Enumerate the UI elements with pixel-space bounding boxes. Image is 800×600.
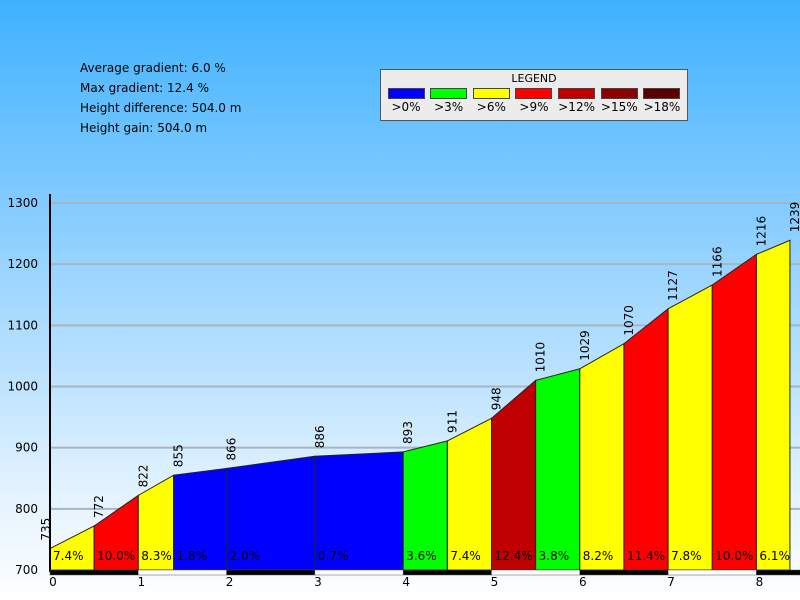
max-gradient: Max gradient: 12.4 % bbox=[80, 81, 209, 95]
elevation-label: 1010 bbox=[534, 342, 548, 373]
gradient-segment bbox=[711, 253, 757, 571]
gradient-segment bbox=[49, 525, 95, 571]
legend-swatch bbox=[558, 88, 596, 99]
legend-item: >12% bbox=[558, 88, 596, 114]
gradient-segment bbox=[579, 342, 625, 571]
legend-label: >3% bbox=[434, 100, 464, 114]
x-axis-scale-block bbox=[756, 569, 800, 576]
x-axis-scale-block bbox=[667, 569, 757, 576]
elevation-label: 866 bbox=[225, 438, 239, 461]
x-axis-scale-block bbox=[402, 569, 492, 576]
elevation-label: 1029 bbox=[578, 330, 592, 361]
legend-item: >3% bbox=[430, 88, 468, 114]
gradient-segment bbox=[755, 239, 791, 571]
y-tick-label: 900 bbox=[15, 441, 38, 455]
elevation-label: 893 bbox=[401, 421, 415, 444]
legend-item: >0% bbox=[387, 88, 425, 114]
gradient-label: 3.8% bbox=[539, 549, 570, 563]
legend-label: >12% bbox=[558, 100, 595, 114]
gradient-label: 3.6% bbox=[406, 549, 437, 563]
elevation-label: 886 bbox=[313, 425, 327, 448]
x-tick-label: 7 bbox=[667, 575, 675, 589]
elevation-label: 1127 bbox=[666, 270, 680, 301]
legend-item: >9% bbox=[515, 88, 553, 114]
gradient-label: 10.0% bbox=[97, 549, 135, 563]
gradient-label: 11.4% bbox=[627, 549, 665, 563]
legend-label: >0% bbox=[391, 100, 421, 114]
elevation-label: 1166 bbox=[710, 246, 724, 277]
legend-swatch bbox=[472, 88, 510, 99]
legend-item: >15% bbox=[600, 88, 638, 114]
gradient-label: 1.8% bbox=[177, 549, 208, 563]
gradient-label: 7.8% bbox=[671, 549, 702, 563]
x-axis-scale-block bbox=[491, 569, 581, 576]
gradient-label: 8.2% bbox=[583, 549, 614, 563]
gradient-label: 6.1% bbox=[759, 549, 790, 563]
y-tick-label: 1200 bbox=[7, 257, 38, 271]
elevation-label: 1070 bbox=[622, 305, 636, 336]
x-tick-label: 3 bbox=[314, 575, 322, 589]
gradient-segment bbox=[535, 368, 581, 571]
y-tick-label: 1000 bbox=[7, 380, 38, 394]
height-difference: Height difference: 504.0 m bbox=[80, 101, 242, 115]
gradient-segment bbox=[446, 417, 492, 571]
legend-item: >6% bbox=[472, 88, 510, 114]
height-gain: Height gain: 504.0 m bbox=[80, 121, 208, 135]
x-axis-scale-block bbox=[226, 569, 316, 576]
legend-title: LEGEND bbox=[511, 72, 557, 85]
x-axis-scale-block bbox=[579, 569, 669, 576]
elevation-label: 1216 bbox=[754, 216, 768, 247]
stats-panel: Average gradient: 6.0 % Max gradient: 12… bbox=[80, 58, 241, 138]
elevation-label: 911 bbox=[445, 410, 459, 433]
x-tick-label: 6 bbox=[579, 575, 587, 589]
y-tick-label: 700 bbox=[15, 563, 38, 577]
gradient-label: 8.3% bbox=[141, 549, 172, 563]
gradient-label: 0.7% bbox=[318, 549, 349, 563]
legend-item: >18% bbox=[643, 88, 681, 114]
elevation-label: 855 bbox=[172, 444, 186, 467]
gradient-label: 2.0% bbox=[230, 549, 261, 563]
gradient-label: 7.4% bbox=[53, 549, 84, 563]
x-tick-label: 8 bbox=[756, 575, 764, 589]
gradient-label: 12.4% bbox=[495, 549, 533, 563]
legend-swatch bbox=[515, 88, 553, 99]
legend-swatch bbox=[600, 88, 638, 99]
y-tick-label: 1100 bbox=[7, 318, 38, 332]
x-tick-label: 1 bbox=[137, 575, 145, 589]
x-axis-scale-block bbox=[49, 569, 139, 576]
legend-label: >6% bbox=[476, 100, 506, 114]
average-gradient: Average gradient: 6.0 % bbox=[80, 61, 226, 75]
legend-label: >9% bbox=[519, 100, 549, 114]
y-tick-label: 800 bbox=[15, 502, 38, 516]
legend-swatch bbox=[430, 88, 468, 99]
x-tick-label: 4 bbox=[402, 575, 410, 589]
elevation-label: 772 bbox=[92, 495, 106, 518]
x-tick-label: 5 bbox=[491, 575, 499, 589]
y-tick-label: 1300 bbox=[7, 196, 38, 210]
gradient-segment bbox=[667, 284, 713, 571]
gradient-label: 10.0% bbox=[715, 549, 753, 563]
elevation-label: 1239 bbox=[788, 202, 800, 233]
legend-swatch bbox=[387, 88, 425, 99]
x-axis-scale-block bbox=[138, 569, 227, 576]
gradient-label: 7.4% bbox=[450, 549, 481, 563]
elevation-label: 822 bbox=[136, 464, 150, 487]
x-tick-label: 2 bbox=[226, 575, 234, 589]
gradient-segment bbox=[623, 307, 669, 571]
legend-swatch bbox=[643, 88, 681, 99]
legend-label: >15% bbox=[600, 100, 638, 114]
legend-label: >18% bbox=[643, 100, 681, 114]
legend: LEGEND >0% >3% >6% >9% >12% >15% >18% bbox=[380, 69, 688, 121]
x-tick-label: 0 bbox=[49, 575, 57, 589]
elevation-label: 948 bbox=[490, 387, 504, 410]
x-axis-scale-block bbox=[314, 569, 404, 576]
